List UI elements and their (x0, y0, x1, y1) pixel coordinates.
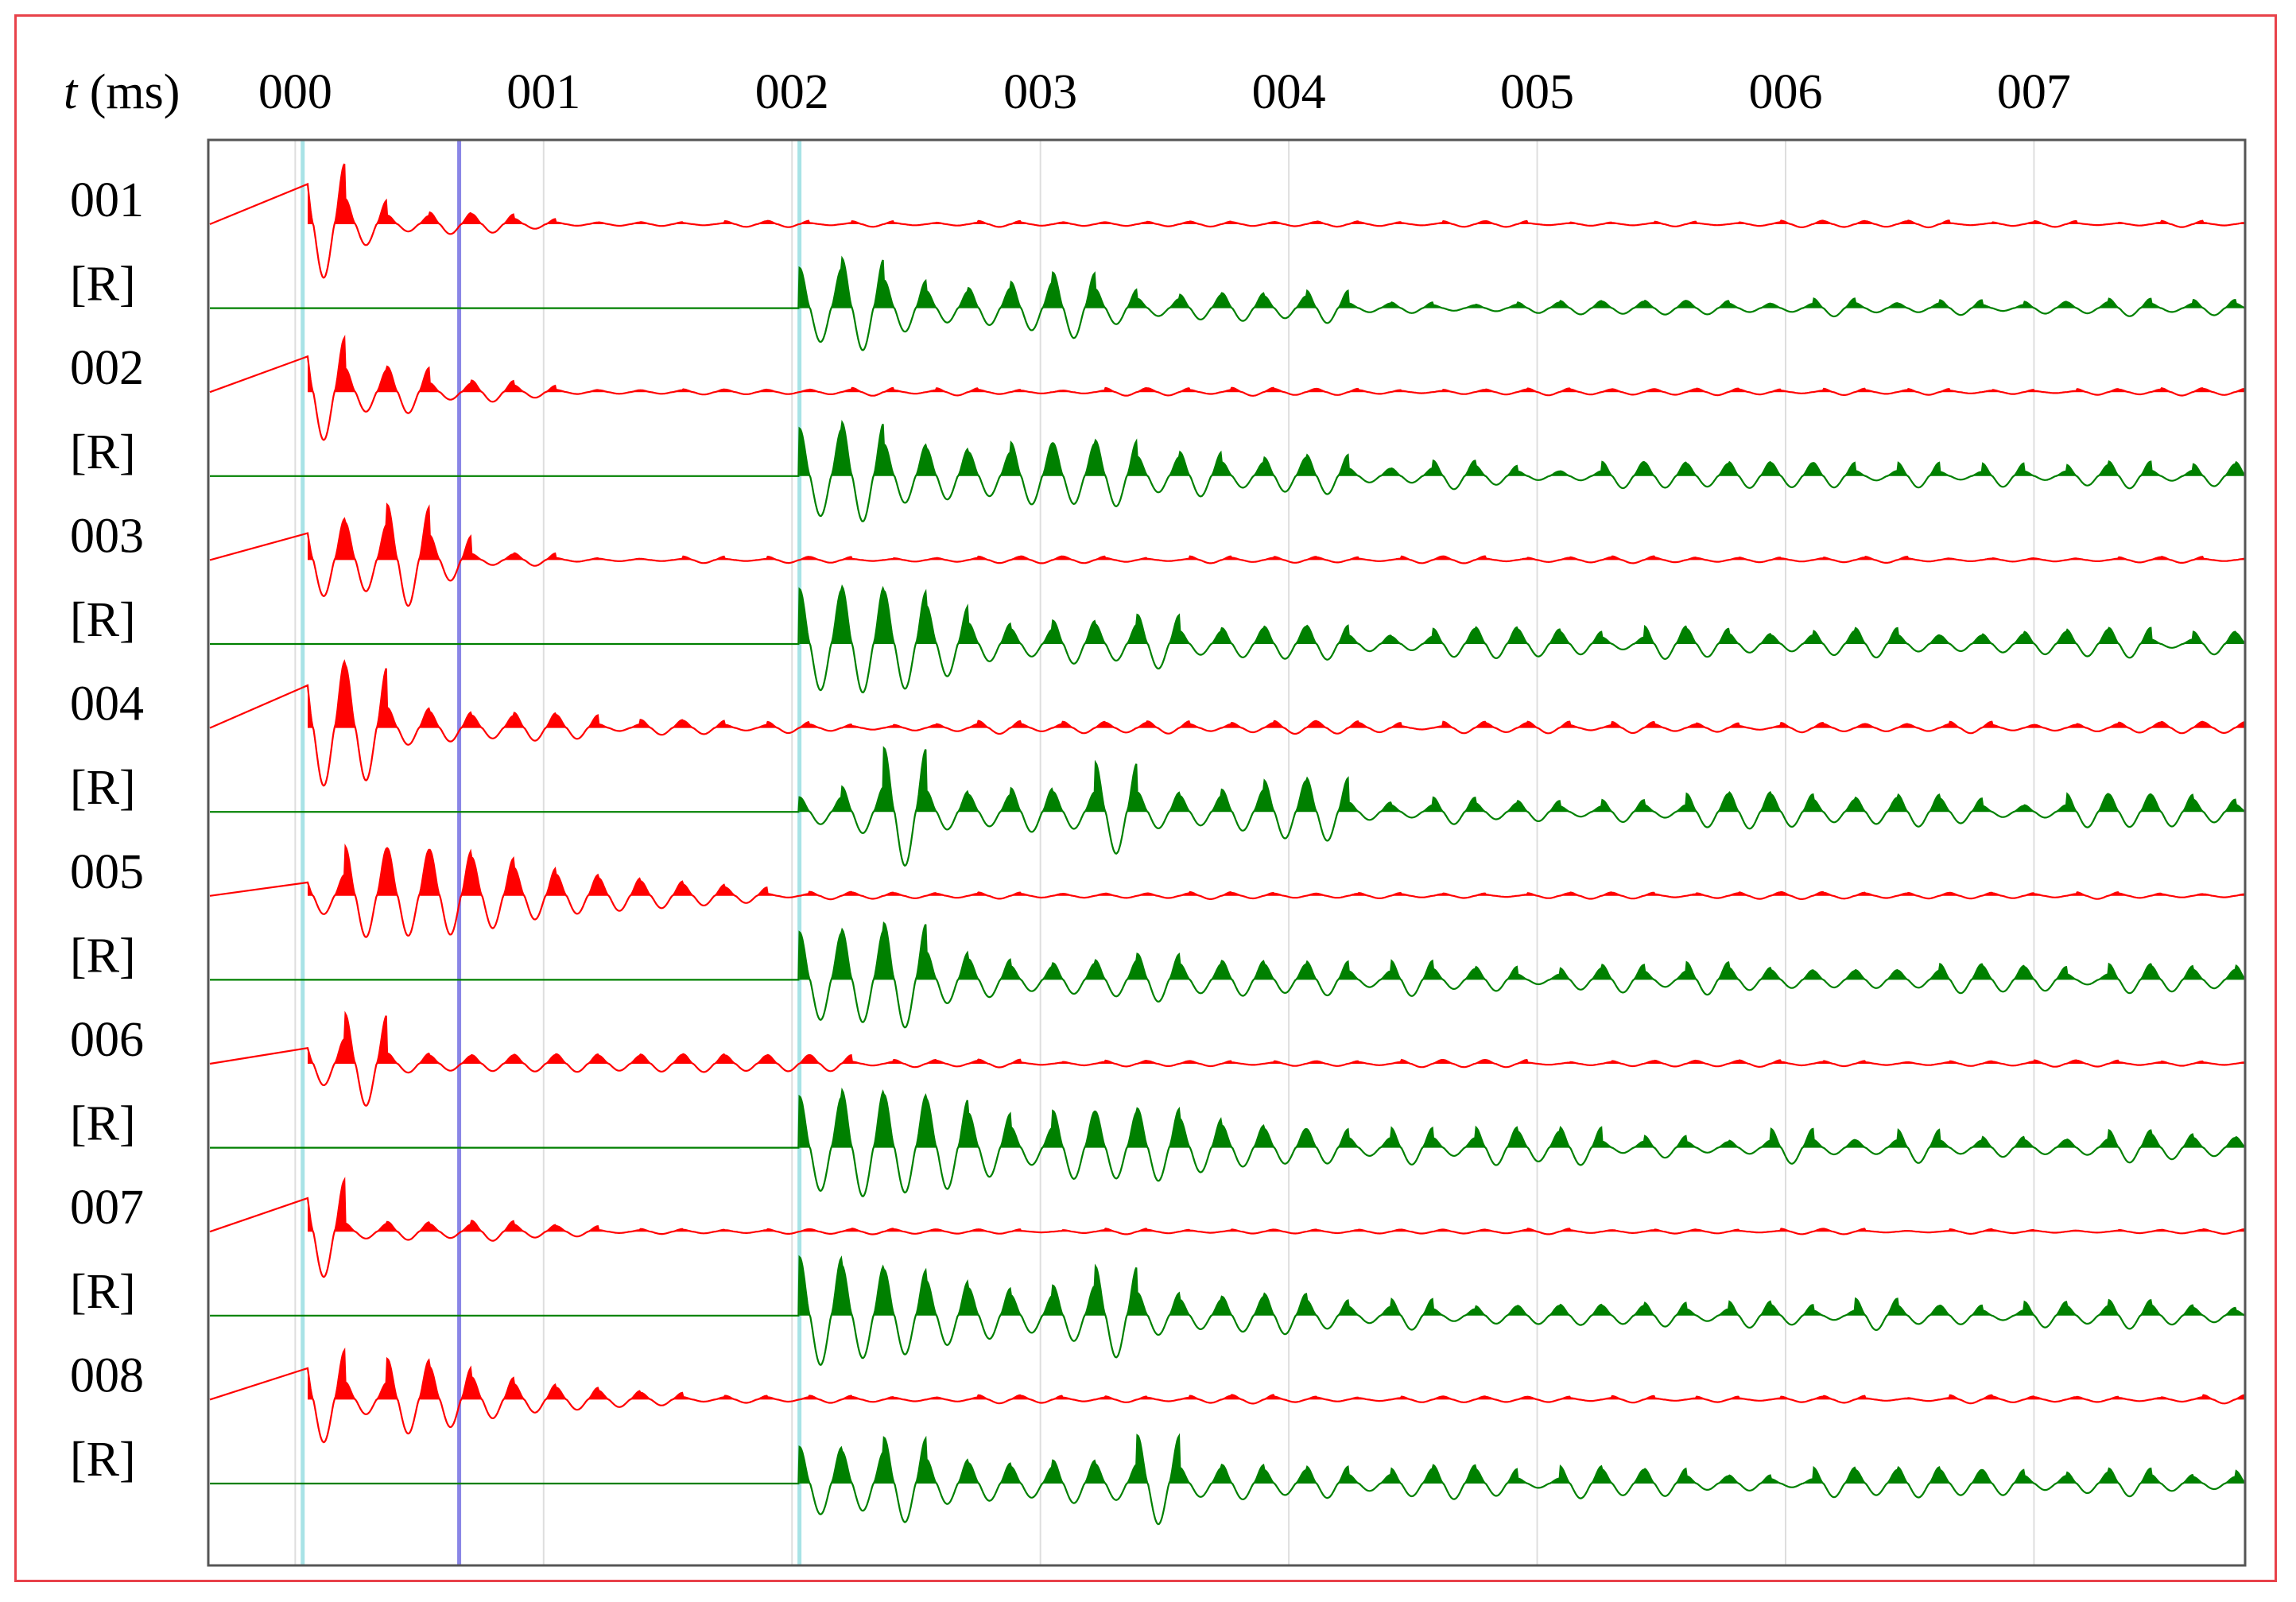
trace-6 (209, 659, 2246, 787)
trace-5 (210, 584, 2246, 694)
x-tick-label-5: 005 (1500, 65, 1574, 119)
figure-border (14, 14, 2277, 1582)
trace-1 (210, 255, 2246, 351)
trace-3-line (210, 420, 2246, 523)
trace-8-line (209, 843, 2245, 938)
trace-14 (209, 1347, 2246, 1444)
x-axis-variable: t (64, 65, 79, 119)
trace-10 (209, 1010, 2245, 1107)
trace-label-1: [R] (70, 258, 136, 312)
trace-15-line (210, 1433, 2246, 1526)
trace-12-line (209, 1177, 2246, 1278)
trace-labels: 001 [R] 002 [R] 003 [R] 004 [R] 005 [R] 006 [R] 007 [… (70, 173, 144, 1487)
trace-8 (209, 843, 2245, 938)
trace-7-line (210, 746, 2246, 867)
grid-layer (294, 140, 2035, 1565)
x-tick-label-4: 004 (1252, 65, 1326, 119)
trace-label-4: 003 (70, 509, 144, 563)
trace-label-7: [R] (70, 761, 136, 815)
trace-0 (209, 163, 2245, 279)
trace-12 (209, 1177, 2246, 1278)
trace-10-line (209, 1010, 2245, 1107)
trace-label-3: [R] (70, 425, 136, 479)
trace-14-line (209, 1347, 2246, 1444)
x-tick-label-3: 003 (1003, 65, 1077, 119)
x-axis-unit: (ms) (77, 65, 180, 119)
x-tick-label-2: 002 (755, 65, 829, 119)
trace-label-5: [R] (70, 593, 136, 647)
trace-3 (210, 420, 2246, 523)
x-axis-title: t (ms) (64, 65, 180, 119)
trace-1-line (210, 255, 2246, 351)
trace-label-12: 007 (70, 1181, 144, 1235)
trace-11-line (210, 1087, 2246, 1197)
trace-label-8: 005 (70, 845, 144, 899)
trace-label-15: [R] (70, 1433, 136, 1487)
trace-6-line (209, 659, 2246, 787)
trace-9-line (210, 921, 2246, 1029)
trace-13 (210, 1255, 2246, 1367)
trace-layer (209, 163, 2246, 1526)
trace-15 (210, 1433, 2246, 1526)
trace-label-10: 006 (70, 1013, 144, 1067)
trace-label-2: 002 (70, 341, 144, 395)
trace-13-line (210, 1255, 2246, 1367)
trace-label-14: 008 (70, 1348, 144, 1402)
plot-frame (207, 138, 2247, 1567)
trace-4-line (209, 502, 2245, 607)
trace-4 (209, 502, 2245, 607)
trace-2-line (209, 335, 2246, 441)
trace-2 (209, 335, 2246, 441)
x-tick-labels: 000 001 002 003 004 005 006 007 (258, 65, 2071, 119)
trace-label-6: 004 (70, 677, 144, 731)
trace-0-line (209, 163, 2245, 279)
plot-background (208, 140, 2245, 1565)
x-tick-label-6: 006 (1748, 65, 1822, 119)
trace-label-11: [R] (70, 1097, 136, 1151)
trace-9 (210, 921, 2246, 1029)
x-tick-label-1: 001 (506, 65, 580, 119)
trace-label-0: 001 (70, 173, 144, 227)
marker-layer (301, 140, 802, 1565)
trace-7 (210, 746, 2246, 867)
x-tick-label-0: 000 (258, 65, 332, 119)
trace-label-9: [R] (70, 929, 136, 983)
x-tick-label-7: 007 (1997, 65, 2071, 119)
trace-label-13: [R] (70, 1265, 136, 1319)
trace-11 (210, 1087, 2246, 1197)
trace-5-line (210, 584, 2246, 694)
